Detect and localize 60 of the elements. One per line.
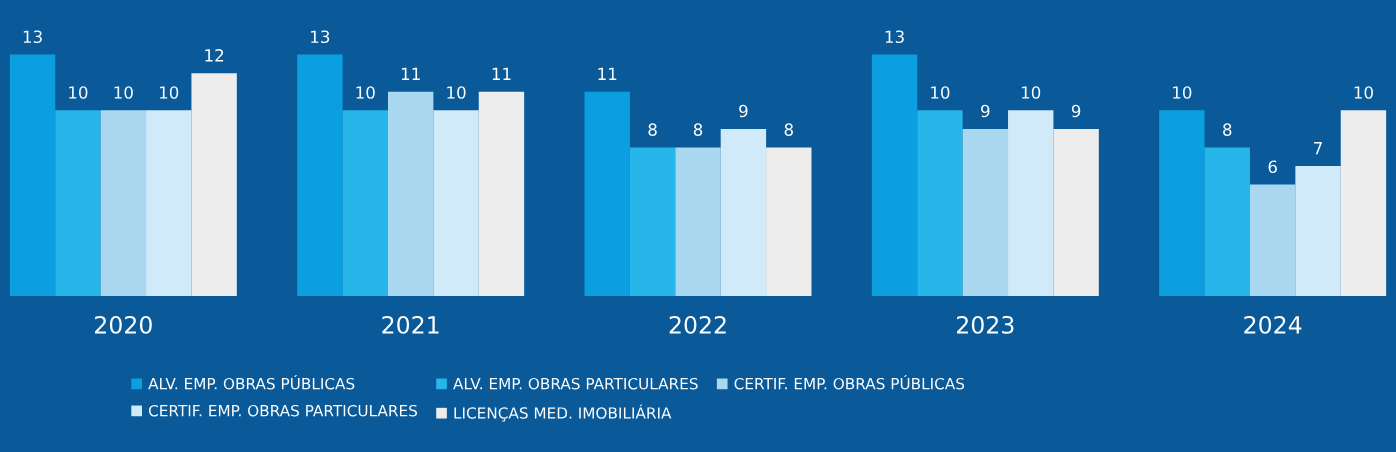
data-label: 9 [739,104,748,118]
data-label: 10 [1021,86,1041,99]
data-label: 8 [648,123,657,136]
data-label: 12 [205,49,224,62]
bar [1295,166,1341,297]
data-label: 10 [931,86,950,99]
data-label: 10 [114,86,133,99]
data-label: 6 [1268,160,1277,174]
bar [871,54,918,297]
data-label: 11 [401,67,420,80]
bar [387,91,434,297]
bar [100,110,147,297]
bar [342,110,388,297]
data-label: 9 [1071,104,1081,118]
legend-label: ALV. EMP. OBRAS PÚBLICAS [148,375,355,390]
bar [146,110,192,297]
data-label: 13 [23,30,42,44]
bar [720,128,767,297]
data-label: 11 [492,67,511,80]
x-tick-label: 2022 [669,315,726,334]
data-label: 10 [447,86,466,99]
data-label: 10 [159,86,179,99]
data-label: 13 [311,30,330,44]
bar [297,54,343,297]
data-label: 8 [693,123,703,136]
bar [1053,128,1099,297]
data-label: 8 [1223,123,1232,136]
bar [629,147,676,297]
data-label: 7 [1314,142,1322,155]
bar [433,110,479,297]
bar [55,110,101,297]
legend-label: CERTIF. EMP. OBRAS PARTICULARES [148,404,417,417]
bar [1159,110,1205,297]
bar [917,110,963,297]
data-label: 10 [1173,86,1192,99]
bar [584,91,630,297]
bar [766,147,812,297]
data-label: 10 [356,86,375,99]
bar [1249,184,1296,297]
x-tick-label: 2023 [957,315,1014,334]
x-tick-label: 2021 [382,315,439,334]
x-tick-label: 2024 [1244,315,1302,334]
data-label: 13 [885,30,904,44]
bar [675,147,721,297]
legend-label: CERTIF. EMP. OBRAS PÚBLICAS [734,375,965,390]
data-label: 10 [1354,86,1373,99]
bar [1340,110,1387,297]
bar [191,73,237,297]
bar [1204,147,1250,297]
bar [478,91,525,297]
bar [962,128,1009,297]
bar [1008,110,1054,297]
data-label: 11 [598,67,617,80]
legend-label: ALV. EMP. OBRAS PARTICULARES [453,377,698,390]
data-label: 8 [784,123,793,136]
x-tick-label: 2020 [95,315,152,334]
data-label: 9 [981,104,990,118]
bar [9,54,56,297]
legend-label: LICENÇAS MED. IMOBILIÁRIA [454,404,672,422]
data-label: 10 [69,86,88,99]
